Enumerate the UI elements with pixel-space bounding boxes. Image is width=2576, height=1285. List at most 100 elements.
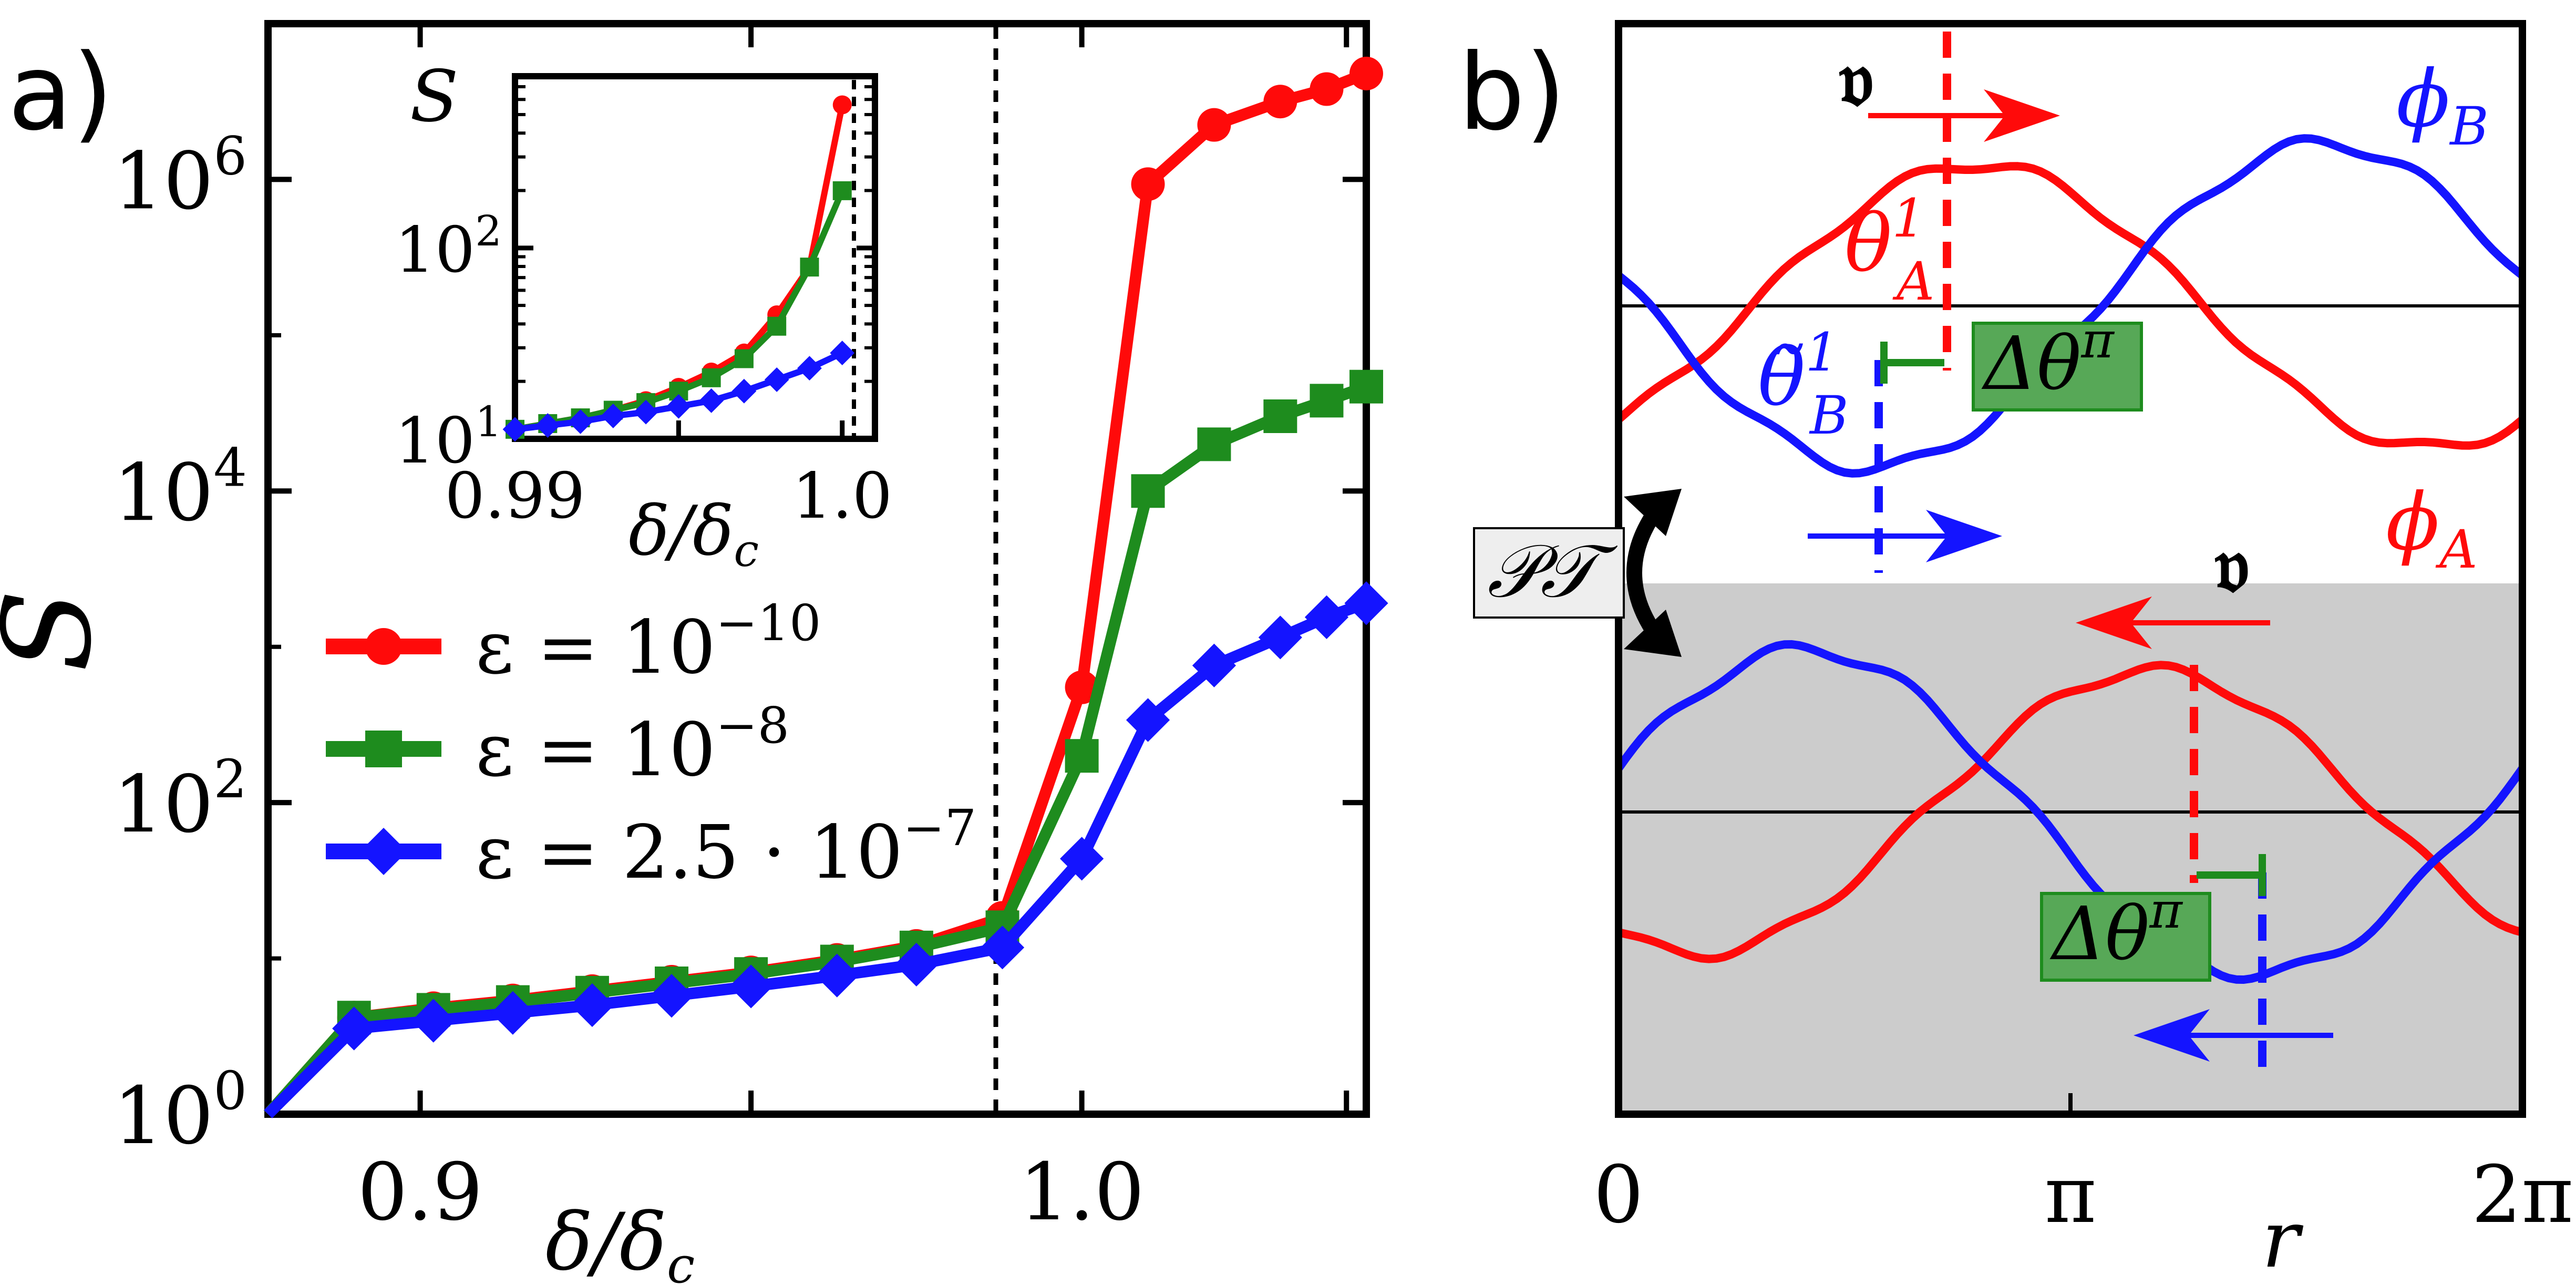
data-point-red	[1131, 167, 1165, 201]
blue-arrow-top	[1808, 510, 2002, 562]
legend-label-green: ε = 10−8	[476, 697, 789, 793]
inset-data	[502, 95, 855, 442]
data-point-blue	[980, 926, 1025, 970]
top-annotations: 𝔳 θ1 A θ̃1 B Δθπ ϕB ϕA	[1758, 32, 2489, 580]
panel-a-label: a)	[8, 32, 114, 154]
y-tick-base: 10	[114, 447, 214, 539]
inset-data-point-blue	[830, 341, 855, 365]
x-tick-label: 0.9	[357, 1147, 483, 1238]
inset-data-point-green	[832, 181, 852, 200]
delta-theta-label-bottom: Δθπ	[2049, 882, 2183, 977]
legend-label-red: ε = 10−10	[476, 594, 821, 691]
data-point-blue	[650, 974, 694, 1018]
delta-theta-bracket-top	[1880, 342, 1944, 384]
delta-theta-box-top: Δθπ	[1972, 312, 2143, 412]
inset-data-point-green	[702, 368, 721, 387]
data-point-green	[1263, 399, 1297, 433]
inset-data-point-blue	[666, 394, 691, 419]
y-tick-exp: 6	[213, 125, 247, 187]
data-point-green	[1349, 369, 1383, 404]
data-point-blue	[894, 942, 939, 987]
inset-data-point-blue	[731, 378, 757, 404]
legend-marker-square	[365, 731, 402, 767]
panel-b-shaded-region	[1619, 583, 2522, 1112]
b-x-tick-label: 2π	[2471, 1149, 2573, 1241]
inset-ylabel: S	[410, 55, 458, 138]
inset-data-point-green	[767, 316, 787, 336]
data-point-red	[1065, 670, 1099, 704]
panel-b-x-ticks: 0 π 2π	[1593, 1093, 2573, 1241]
pt-double-arrow	[1626, 499, 1667, 646]
y-tick-label: 106	[114, 125, 248, 227]
delta-theta-box-bottom: Δθπ	[2040, 882, 2211, 982]
legend-entry-green: ε = 10−8	[326, 697, 789, 793]
phi-a-curve-top	[1615, 162, 2526, 450]
series-line-blue	[264, 598, 1368, 1118]
inset-y-tick-base: 10	[395, 214, 475, 287]
data-point-blue	[1258, 615, 1302, 660]
data-point-red	[1263, 85, 1297, 119]
data-point-blue	[815, 953, 859, 998]
pt-label: 𝒫𝒯	[1487, 529, 1618, 614]
inset-data-point-blue	[633, 399, 658, 425]
inset-y-tick-exp: 2	[475, 207, 502, 255]
legend-marker-circle	[365, 628, 402, 665]
theta-b-label: θ̃1 B	[1758, 322, 1848, 446]
inset-data-point-green	[800, 258, 819, 277]
panel-b-xlabel: r	[2262, 1194, 2304, 1285]
legend-entry-blue: ε = 2.5 · 10−7	[326, 799, 976, 896]
inset-data-point-green	[734, 349, 754, 368]
y-tick-base: 10	[114, 759, 214, 850]
delta-theta-bracket-bottom	[2197, 854, 2266, 896]
data-point-green	[1310, 384, 1344, 418]
inset-data-point-blue	[699, 388, 724, 413]
panel-a-xlabel: δ/δc	[545, 1197, 695, 1285]
pt-symmetry-annotation: 𝒫𝒯	[1473, 489, 1682, 657]
phi-a-curve-bottom	[1617, 661, 2524, 963]
inset-y-tick-label: 102	[395, 207, 502, 287]
velocity-label-top: 𝔳	[1839, 32, 1874, 124]
inset-y-tick-exp: 1	[475, 397, 502, 446]
data-point-green	[1131, 474, 1165, 508]
legend-entry-red: ε = 10−10	[326, 594, 821, 691]
phi-b-curve-bottom	[1615, 640, 2526, 984]
data-point-blue	[332, 1006, 376, 1051]
bottom-annotations: 𝔳 Δθπ	[2040, 518, 2333, 1083]
inset-data-point-blue	[764, 367, 789, 392]
data-point-blue	[570, 983, 614, 1027]
panel-a-legend: ε = 10−10 ε = 10−8 ε = 2.5 · 10−7	[326, 594, 976, 896]
velocity-label-bottom: 𝔳	[2214, 518, 2250, 610]
data-point-green	[1197, 427, 1231, 461]
data-point-red	[1310, 72, 1344, 106]
data-point-blue	[729, 964, 773, 1009]
inset-data-point-red	[832, 95, 852, 115]
panel-a-data	[263, 56, 1388, 1118]
inset-data-point-blue	[502, 417, 528, 442]
inset-y-tick-label: 101	[395, 397, 502, 478]
panel-a-axes-frame	[264, 20, 1370, 1118]
data-point-blue	[1344, 581, 1388, 625]
theta-a-label: θ1 A	[1845, 188, 1934, 312]
y-tick-exp: 2	[213, 748, 247, 810]
inset-data-point-blue	[601, 404, 626, 428]
data-point-blue	[1192, 643, 1237, 687]
inset-x-ticks: 0.99 1.0	[445, 420, 892, 533]
panel-b: b) 0 π 2π 𝔳 θ1 A θ̃1 B	[1458, 20, 2573, 1285]
b-x-tick-label: π	[2045, 1149, 2097, 1241]
legend-label-blue: ε = 2.5 · 10−7	[476, 799, 976, 896]
inset-data-point-blue	[535, 413, 560, 438]
y-tick-exp: 0	[213, 1060, 247, 1122]
phi-a-label: ϕA	[2386, 477, 2477, 580]
blue-arrow-bottom	[2134, 1009, 2333, 1062]
pt-box	[1473, 527, 1625, 619]
panel-a-ylabel: S	[0, 589, 118, 672]
inset-x-tick-label: 1.0	[792, 460, 892, 533]
y-tick-label: 104	[114, 437, 248, 539]
data-point-red	[1349, 56, 1383, 90]
velocity-arrow-bottom	[2076, 597, 2270, 649]
y-tick-base: 10	[114, 1071, 214, 1162]
